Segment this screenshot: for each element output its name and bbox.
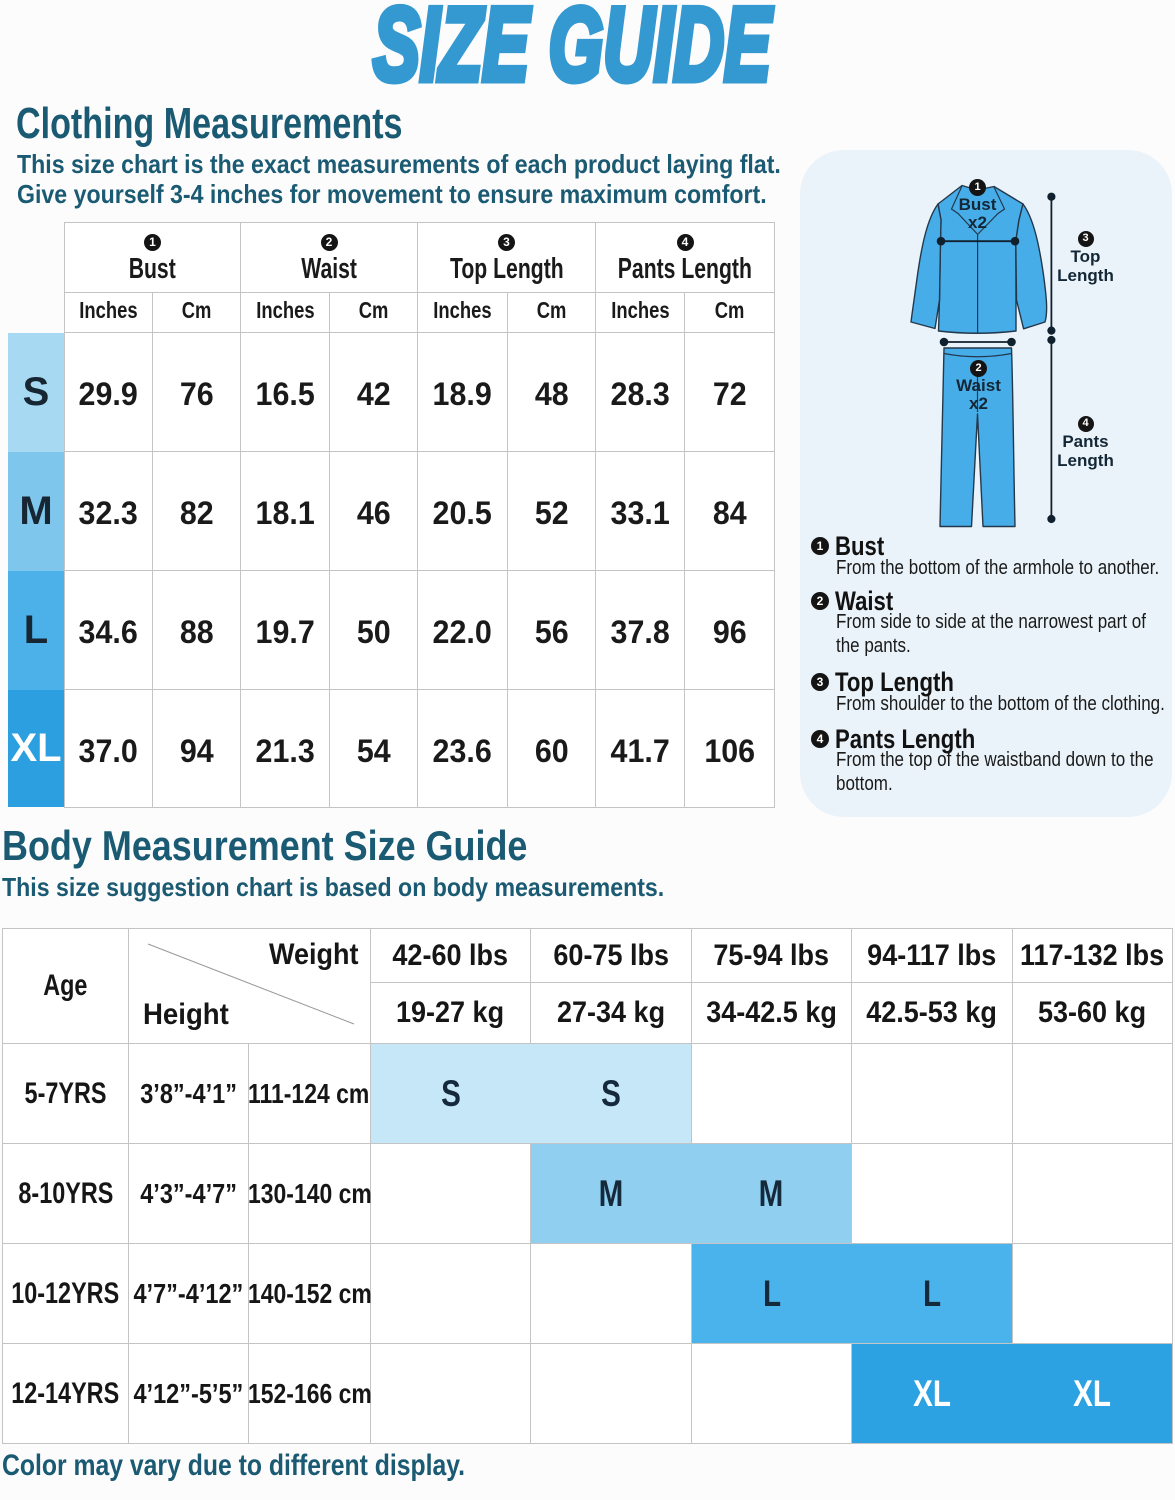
svg-text:SIZE GUIDE: SIZE GUIDE (373, 0, 773, 102)
